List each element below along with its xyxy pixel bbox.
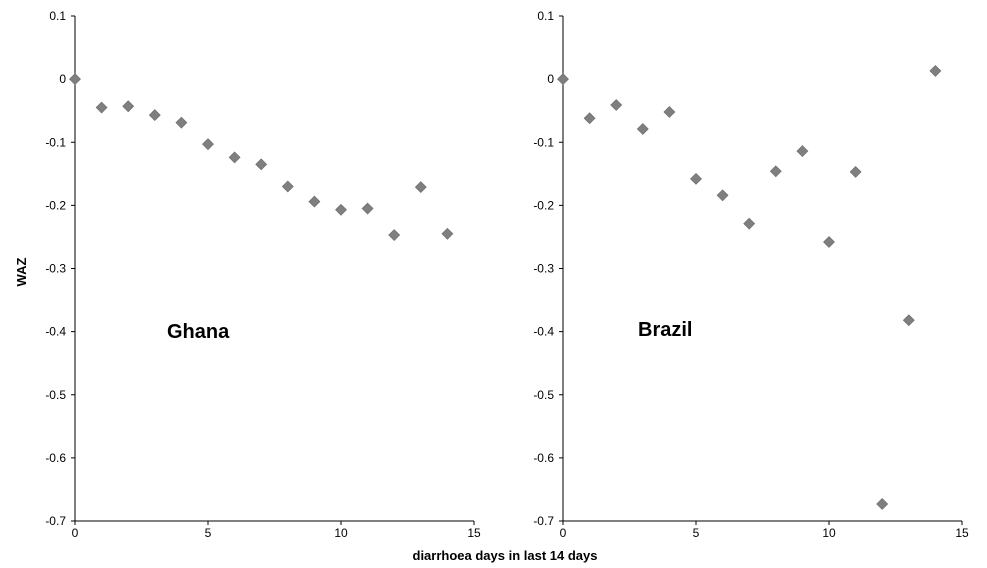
ghana-data-point — [361, 202, 374, 215]
brazil-data-point — [769, 165, 782, 178]
ghana-x-tick-label: 5 — [205, 526, 212, 540]
ghana-y-tick-label: 0.1 — [49, 9, 66, 23]
ghana-x-ticks: 0 5 10 15 — [72, 521, 481, 540]
brazil-y-tick-label: -0.3 — [533, 262, 554, 276]
brazil-data-point — [716, 189, 729, 202]
brazil-panel: 0.10-0.1-0.2-0.3-0.4-0.5-0.6-0.7 0 5 10 15 … — [533, 9, 969, 540]
brazil-data-point — [929, 64, 942, 77]
brazil-data-point — [663, 106, 676, 118]
brazil-y-tick-label: -0.2 — [533, 198, 554, 212]
brazil-data-points — [557, 64, 942, 510]
brazil-data-point — [583, 112, 596, 125]
y-axis-title: WAZ — [14, 258, 29, 287]
brazil-data-point — [610, 99, 623, 111]
ghana-data-point — [255, 158, 268, 171]
brazil-y-tick-label: -0.7 — [533, 514, 554, 528]
brazil-x-ticks: 0 5 10 15 — [560, 521, 969, 540]
ghana-data-point — [335, 203, 347, 216]
brazil-data-point — [902, 314, 915, 327]
ghana-panel-label: Ghana — [167, 321, 230, 343]
ghana-data-point — [122, 100, 135, 113]
ghana-data-points — [69, 73, 454, 241]
brazil-panel-label: Brazil — [638, 319, 692, 341]
ghana-data-point — [228, 151, 241, 164]
brazil-x-tick-label: 0 — [560, 526, 567, 540]
ghana-y-tick-label: -0.4 — [45, 325, 66, 339]
ghana-data-point — [281, 180, 294, 193]
ghana-y-tick-label: -0.7 — [45, 514, 66, 528]
brazil-y-tick-label: -0.1 — [533, 135, 554, 149]
brazil-y-tick-label: 0.1 — [537, 9, 554, 23]
ghana-panel: 0.10-0.1-0.2-0.3-0.4-0.5-0.6-0.7 0 5 10 15 … — [45, 9, 481, 540]
brazil-data-point — [557, 73, 569, 86]
ghana-data-point — [148, 109, 161, 122]
brazil-x-tick-label: 10 — [822, 526, 836, 540]
brazil-data-point — [823, 236, 835, 248]
ghana-y-tick-label: -0.1 — [45, 135, 66, 149]
ghana-data-point — [308, 195, 321, 208]
ghana-data-point — [388, 229, 401, 241]
brazil-data-point — [849, 165, 862, 178]
brazil-data-point — [743, 217, 756, 230]
brazil-y-tick-label: -0.5 — [533, 388, 554, 402]
x-axis-title: diarrhoea days in last 14 days — [413, 548, 598, 563]
ghana-y-tick-label: -0.3 — [45, 262, 66, 276]
ghana-y-tick-label: -0.5 — [45, 388, 66, 402]
ghana-data-point — [175, 116, 188, 129]
brazil-x-tick-label: 5 — [693, 526, 700, 540]
ghana-x-tick-label: 10 — [334, 526, 348, 540]
brazil-x-tick-label: 15 — [955, 526, 969, 540]
brazil-data-point — [876, 498, 889, 510]
ghana-y-ticks: 0.1 0 -0.1 -0.2 -0.3 -0.4 -0.5 -0.6 -0.7 — [45, 9, 75, 528]
brazil-y-tick-label: 0 — [547, 72, 554, 86]
ghana-y-tick-label: -0.2 — [45, 198, 66, 212]
brazil-y-ticks: 0.1 0 -0.1 -0.2 -0.3 -0.4 -0.5 -0.6 -0.7 — [533, 9, 563, 528]
ghana-data-point — [441, 227, 454, 240]
ghana-x-tick-label: 0 — [72, 526, 79, 540]
ghana-data-point — [95, 101, 108, 114]
ghana-data-point — [414, 181, 427, 193]
ghana-data-point — [202, 138, 214, 151]
ghana-data-point — [69, 73, 81, 86]
ghana-x-tick-label: 15 — [467, 526, 481, 540]
brazil-data-point — [796, 145, 809, 158]
brazil-data-point — [690, 172, 702, 185]
brazil-y-tick-label: -0.6 — [533, 451, 554, 465]
brazil-data-point — [636, 123, 649, 135]
brazil-y-tick-label: -0.4 — [533, 325, 554, 339]
ghana-y-tick-label: -0.6 — [45, 451, 66, 465]
ghana-y-tick-label: 0 — [59, 72, 66, 86]
